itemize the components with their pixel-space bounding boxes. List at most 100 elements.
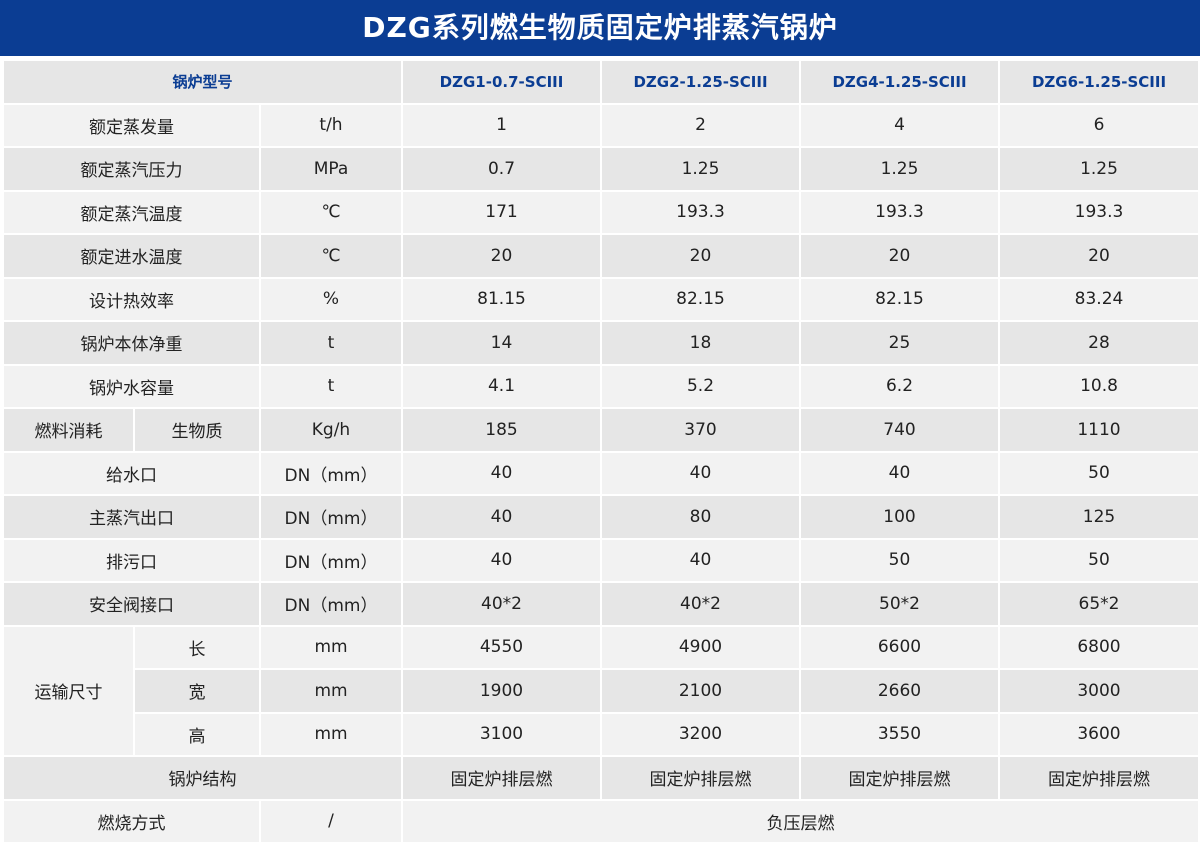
row-unit: Kg/h <box>261 409 401 451</box>
cell-value: 20 <box>602 235 799 277</box>
row-unit: ℃ <box>261 235 401 277</box>
row-label: 宽 <box>135 670 259 712</box>
table-row: 宽 mm 1900 2100 2660 3000 <box>4 670 1198 712</box>
cell-value: 3600 <box>1000 713 1198 755</box>
row-unit: % <box>261 278 401 320</box>
cell-value: 1.25 <box>1000 148 1198 190</box>
cell-value: 100 <box>801 496 998 538</box>
row-unit: DN（mm） <box>261 539 401 581</box>
table-row: 额定蒸汽温度 ℃ 171 193.3 193.3 193.3 <box>4 191 1198 233</box>
cell-value: 40*2 <box>602 583 799 625</box>
cell-value: 40 <box>602 539 799 581</box>
cell-value: 3550 <box>801 713 998 755</box>
cell-value: 6.2 <box>801 365 998 407</box>
cell-value: 6800 <box>1000 626 1198 668</box>
row-label: 额定蒸发量 <box>4 104 259 146</box>
cell-value: 193.3 <box>1000 191 1198 233</box>
cell-value: 1900 <box>403 670 600 712</box>
cell-value: 1110 <box>1000 409 1198 451</box>
row-unit: MPa <box>261 148 401 190</box>
cell-value: 83.24 <box>1000 278 1198 320</box>
table-row: 排污口 DN（mm） 40 40 50 50 <box>4 539 1198 581</box>
cell-value: 40 <box>403 452 600 494</box>
table-row: 锅炉本体净重 t 14 18 25 28 <box>4 322 1198 364</box>
cell-value: 10.8 <box>1000 365 1198 407</box>
row-unit: DN（mm） <box>261 583 401 625</box>
table-row: 给水口 DN（mm） 40 40 40 50 <box>4 452 1198 494</box>
cell-value: 1 <box>403 104 600 146</box>
cell-value: 固定炉排层燃 <box>1000 757 1198 799</box>
row-unit: DN（mm） <box>261 496 401 538</box>
cell-value: 负压层燃 <box>403 800 1198 842</box>
cell-value: 5.2 <box>602 365 799 407</box>
cell-value: 1.25 <box>602 148 799 190</box>
table-row: 高 mm 3100 3200 3550 3600 <box>4 713 1198 755</box>
cell-value: 4550 <box>403 626 600 668</box>
cell-value: 370 <box>602 409 799 451</box>
row-label: 高 <box>135 713 259 755</box>
row-label: 给水口 <box>4 452 259 494</box>
row-label: 额定蒸汽温度 <box>4 191 259 233</box>
row-unit: DN（mm） <box>261 452 401 494</box>
cell-value: 2660 <box>801 670 998 712</box>
table-row: 主蒸汽出口 DN（mm） 40 80 100 125 <box>4 496 1198 538</box>
cell-value: 4900 <box>602 626 799 668</box>
cell-value: 740 <box>801 409 998 451</box>
cell-value: 25 <box>801 322 998 364</box>
table-row: 额定蒸发量 t/h 1 2 4 6 <box>4 104 1198 146</box>
cell-value: 171 <box>403 191 600 233</box>
cell-value: 2100 <box>602 670 799 712</box>
cell-value: 4.1 <box>403 365 600 407</box>
cell-value: 2 <box>602 104 799 146</box>
model-name: DZG4-1.25-SCIII <box>801 61 998 103</box>
row-unit: mm <box>261 670 401 712</box>
row-label: 生物质 <box>135 409 259 451</box>
row-label: 主蒸汽出口 <box>4 496 259 538</box>
table-row: 燃料消耗 生物质 Kg/h 185 370 740 1110 <box>4 409 1198 451</box>
row-label: 锅炉本体净重 <box>4 322 259 364</box>
page-title: DZG系列燃生物质固定炉排蒸汽锅炉 <box>0 0 1200 56</box>
cell-value: 193.3 <box>602 191 799 233</box>
row-group-label: 燃料消耗 <box>4 409 133 451</box>
row-label: 设计热效率 <box>4 278 259 320</box>
cell-value: 6600 <box>801 626 998 668</box>
row-unit: ℃ <box>261 191 401 233</box>
cell-value: 4 <box>801 104 998 146</box>
cell-value: 28 <box>1000 322 1198 364</box>
model-name: DZG6-1.25-SCIII <box>1000 61 1198 103</box>
cell-value: 50 <box>1000 452 1198 494</box>
cell-value: 固定炉排层燃 <box>801 757 998 799</box>
table-row: 额定进水温度 ℃ 20 20 20 20 <box>4 235 1198 277</box>
row-unit: t <box>261 322 401 364</box>
table-row: 安全阀接口 DN（mm） 40*2 40*2 50*2 65*2 <box>4 583 1198 625</box>
cell-value: 125 <box>1000 496 1198 538</box>
row-label: 额定蒸汽压力 <box>4 148 259 190</box>
cell-value: 40 <box>403 539 600 581</box>
cell-value: 40*2 <box>403 583 600 625</box>
cell-value: 82.15 <box>602 278 799 320</box>
table-row: 运输尺寸 长 mm 4550 4900 6600 6800 <box>4 626 1198 755</box>
table-row: 额定蒸汽压力 MPa 0.7 1.25 1.25 1.25 <box>4 148 1198 190</box>
cell-value: 1.25 <box>801 148 998 190</box>
table-row: 锅炉水容量 t 4.1 5.2 6.2 10.8 <box>4 365 1198 407</box>
cell-value: 50*2 <box>801 583 998 625</box>
cell-value: 3100 <box>403 713 600 755</box>
table-row: 锅炉结构 固定炉排层燃 固定炉排层燃 固定炉排层燃 固定炉排层燃 <box>4 757 1198 799</box>
cell-value: 20 <box>403 235 600 277</box>
cell-value: 20 <box>801 235 998 277</box>
cell-value: 193.3 <box>801 191 998 233</box>
cell-value: 0.7 <box>403 148 600 190</box>
cell-value: 40 <box>602 452 799 494</box>
row-label: 锅炉水容量 <box>4 365 259 407</box>
boiler-spec-table: 锅炉型号 DZG1-0.7-SCIII DZG2-1.25-SCIII DZG4… <box>2 59 1200 844</box>
table-row: 燃烧方式 / 负压层燃 <box>4 800 1198 842</box>
cell-value: 80 <box>602 496 799 538</box>
cell-value: 3200 <box>602 713 799 755</box>
row-label: 额定进水温度 <box>4 235 259 277</box>
cell-value: 固定炉排层燃 <box>602 757 799 799</box>
cell-value: 50 <box>801 539 998 581</box>
cell-value: 3000 <box>1000 670 1198 712</box>
cell-value: 20 <box>1000 235 1198 277</box>
row-group-label: 运输尺寸 <box>4 626 133 755</box>
row-label: 安全阀接口 <box>4 583 259 625</box>
